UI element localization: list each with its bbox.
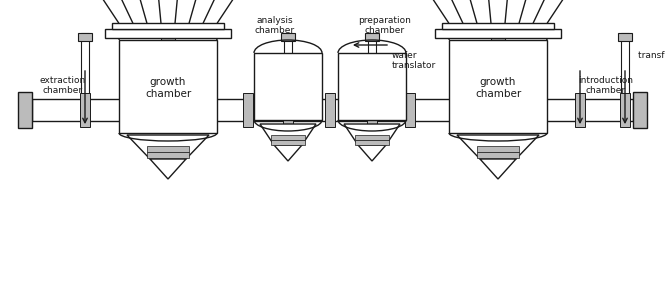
Polygon shape (344, 124, 400, 145)
Bar (161, 33, 175, 41)
Bar (368, 33, 376, 121)
Text: extraction
chamber: extraction chamber (40, 76, 86, 95)
Bar (32, 99, 633, 121)
Polygon shape (457, 135, 539, 159)
Bar (435, 29, 561, 38)
Bar (254, 53, 322, 120)
Bar (365, 33, 379, 41)
Bar (78, 33, 92, 41)
Text: growth
chamber: growth chamber (475, 77, 521, 99)
Bar (338, 53, 406, 120)
Polygon shape (127, 135, 209, 159)
Bar (442, 23, 554, 29)
Bar (449, 40, 547, 133)
Bar (284, 33, 292, 121)
Bar (530, 93, 540, 127)
Bar (164, 33, 172, 121)
Bar (620, 93, 630, 127)
Polygon shape (260, 124, 316, 145)
Text: wafer
translator: wafer translator (392, 51, 436, 70)
Text: transfer module: transfer module (638, 51, 665, 60)
Bar (18, 92, 32, 128)
Bar (621, 33, 629, 121)
Bar (81, 33, 89, 121)
Bar (633, 92, 647, 128)
Bar (281, 33, 295, 41)
Bar (355, 134, 389, 139)
Polygon shape (480, 159, 516, 179)
Polygon shape (358, 145, 386, 161)
Bar (367, 93, 377, 127)
Bar (147, 152, 189, 158)
Bar (163, 93, 173, 127)
Bar (405, 93, 415, 127)
Text: growth
chamber: growth chamber (145, 77, 191, 99)
Bar (325, 93, 335, 127)
Bar (147, 146, 189, 152)
Bar (80, 93, 90, 127)
Bar (493, 93, 503, 127)
Bar (477, 146, 519, 152)
Bar (283, 93, 293, 127)
Text: introduction
chamber: introduction chamber (579, 76, 634, 95)
Text: analysis
chamber: analysis chamber (255, 16, 295, 35)
Polygon shape (274, 145, 302, 161)
Bar (119, 40, 217, 133)
Text: preparation
chamber: preparation chamber (358, 16, 412, 35)
Bar (491, 33, 505, 41)
Bar (575, 93, 585, 127)
Bar (105, 29, 231, 38)
Polygon shape (150, 159, 186, 179)
Bar (618, 33, 632, 41)
Bar (243, 93, 253, 127)
Bar (205, 93, 215, 127)
Bar (112, 23, 224, 29)
Bar (494, 33, 502, 121)
Bar (450, 93, 460, 127)
Bar (135, 93, 145, 127)
Bar (271, 134, 305, 139)
Bar (355, 139, 389, 145)
Bar (477, 152, 519, 158)
Bar (271, 139, 305, 145)
